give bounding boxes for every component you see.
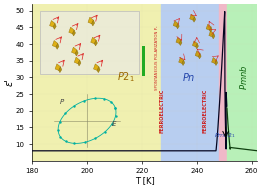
- Point: [113, 114, 118, 117]
- Point: [58, 135, 62, 138]
- Point: [63, 112, 68, 115]
- Polygon shape: [206, 24, 211, 30]
- Point: [93, 97, 97, 100]
- Text: $P2_1$: $P2_1$: [117, 70, 134, 84]
- Point: [110, 123, 114, 126]
- Polygon shape: [50, 20, 55, 27]
- Point: [109, 101, 114, 104]
- Polygon shape: [74, 57, 80, 64]
- Polygon shape: [88, 17, 93, 24]
- Bar: [161, 4, 219, 161]
- Polygon shape: [215, 60, 218, 66]
- Text: SPONTANEOUS POLARIZATION Pₛ: SPONTANEOUS POLARIZATION Pₛ: [155, 25, 159, 90]
- Polygon shape: [176, 37, 181, 43]
- Polygon shape: [196, 43, 198, 49]
- Point: [102, 97, 106, 100]
- Y-axis label: ε': ε': [4, 79, 14, 86]
- Polygon shape: [69, 27, 74, 34]
- Text: $Pmnb$: $Pmnb$: [238, 65, 249, 90]
- Text: $Pn$: $Pn$: [182, 71, 195, 84]
- Polygon shape: [198, 53, 201, 59]
- Polygon shape: [55, 64, 60, 70]
- Polygon shape: [75, 50, 78, 56]
- Point: [113, 107, 118, 110]
- Polygon shape: [53, 23, 56, 29]
- Point: [82, 99, 86, 102]
- Text: E: E: [112, 121, 117, 127]
- Polygon shape: [56, 43, 59, 49]
- Point: [93, 137, 97, 140]
- Bar: [142, 46, 145, 76]
- Bar: [219, 4, 227, 161]
- Polygon shape: [179, 57, 184, 64]
- Polygon shape: [94, 40, 97, 46]
- FancyBboxPatch shape: [41, 11, 139, 74]
- Polygon shape: [195, 51, 200, 57]
- Text: P: P: [60, 99, 64, 105]
- Polygon shape: [59, 67, 62, 73]
- Polygon shape: [97, 67, 100, 73]
- Point: [58, 120, 62, 123]
- Polygon shape: [173, 21, 178, 27]
- Point: [72, 105, 76, 108]
- Polygon shape: [52, 40, 58, 47]
- Polygon shape: [91, 37, 96, 44]
- Point: [64, 140, 68, 143]
- Polygon shape: [72, 47, 77, 54]
- Point: [83, 141, 87, 144]
- Polygon shape: [209, 27, 212, 32]
- Polygon shape: [212, 33, 215, 39]
- Polygon shape: [93, 64, 99, 70]
- Polygon shape: [193, 17, 196, 22]
- Polygon shape: [192, 41, 197, 47]
- Text: $Pmn2_1$: $Pmn2_1$: [214, 131, 237, 140]
- X-axis label: T [K]: T [K]: [135, 176, 155, 185]
- Polygon shape: [92, 20, 95, 26]
- Polygon shape: [182, 60, 185, 66]
- Point: [113, 107, 118, 110]
- Bar: [32, 4, 161, 161]
- Point: [72, 142, 77, 145]
- Polygon shape: [176, 23, 179, 29]
- Point: [103, 131, 107, 134]
- Point: [56, 128, 60, 131]
- Text: FERROELECTRIC: FERROELECTRIC: [160, 89, 165, 133]
- Polygon shape: [212, 57, 216, 64]
- Polygon shape: [209, 31, 214, 37]
- Polygon shape: [179, 40, 182, 46]
- Text: FERROELECTRIC: FERROELECTRIC: [203, 89, 208, 133]
- Polygon shape: [72, 30, 75, 36]
- Polygon shape: [190, 14, 195, 20]
- Polygon shape: [78, 60, 81, 66]
- Bar: [227, 4, 257, 161]
